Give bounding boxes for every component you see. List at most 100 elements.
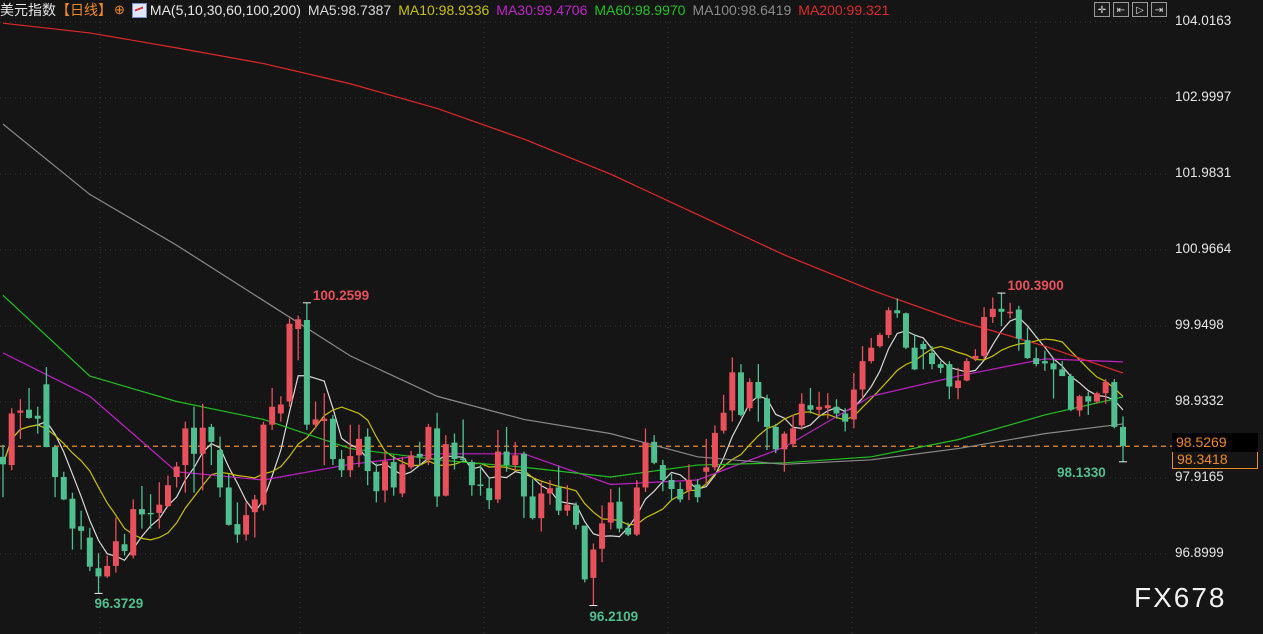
candle bbox=[868, 337, 875, 364]
candle-body bbox=[590, 549, 597, 578]
ma-spec[interactable]: MA(5,10,30,60,100,200) bbox=[149, 2, 301, 18]
candle bbox=[182, 421, 189, 493]
candle bbox=[104, 555, 111, 578]
candle bbox=[963, 358, 970, 382]
indicator-chart-icon[interactable] bbox=[131, 2, 147, 18]
candle-body bbox=[112, 541, 119, 566]
candle bbox=[86, 527, 93, 572]
candle bbox=[390, 455, 397, 496]
candle-body bbox=[729, 372, 736, 411]
candle-body bbox=[364, 436, 371, 472]
candle bbox=[208, 423, 215, 466]
candle bbox=[798, 393, 805, 430]
candle-body bbox=[920, 343, 927, 350]
candle bbox=[312, 401, 319, 429]
y-tick-label: 102.9997 bbox=[1175, 88, 1232, 104]
candle-body bbox=[989, 308, 996, 318]
candle bbox=[399, 456, 406, 498]
play-step-icon[interactable]: ▷ bbox=[1132, 2, 1148, 17]
candle-body bbox=[720, 412, 727, 431]
candle bbox=[26, 388, 33, 419]
candle-body bbox=[86, 537, 93, 567]
candle-body bbox=[69, 498, 76, 529]
candle-body bbox=[260, 424, 267, 505]
candle-body bbox=[182, 428, 189, 466]
candle-body bbox=[217, 450, 224, 488]
candle-body bbox=[243, 515, 250, 535]
candle-body bbox=[633, 487, 640, 535]
candle-body bbox=[668, 479, 675, 489]
candle-body bbox=[147, 512, 154, 515]
candle-body bbox=[0, 456, 6, 465]
jump-end-icon[interactable]: ⇥ bbox=[1151, 2, 1167, 17]
y-tick-label: 101.9831 bbox=[1175, 164, 1232, 180]
candle bbox=[34, 406, 41, 434]
period-selector[interactable]: 【日线】 bbox=[56, 2, 112, 18]
candle-body bbox=[251, 499, 258, 513]
candle-body bbox=[807, 405, 814, 410]
candle bbox=[928, 346, 935, 370]
candle bbox=[599, 505, 606, 563]
candle bbox=[425, 423, 432, 466]
candle bbox=[121, 533, 128, 556]
candle bbox=[17, 399, 24, 439]
candle bbox=[156, 482, 163, 529]
candle-body bbox=[746, 382, 753, 409]
crosshair-icon[interactable]: ✛ bbox=[1094, 2, 1110, 17]
candle bbox=[164, 475, 171, 507]
candle-body bbox=[295, 319, 302, 329]
y-tick-label: 98.9332 bbox=[1175, 393, 1224, 408]
candle bbox=[8, 408, 15, 471]
candle-body bbox=[546, 488, 553, 494]
candle bbox=[112, 517, 119, 573]
instrument-title: 美元指数 bbox=[0, 2, 56, 18]
y-tick-label: 104.0163 bbox=[1175, 12, 1232, 28]
candle bbox=[60, 471, 67, 501]
candle-body bbox=[1033, 358, 1040, 365]
candle bbox=[833, 399, 840, 419]
candle-body bbox=[8, 413, 15, 466]
candle-body bbox=[1076, 396, 1083, 411]
last-price-box: 98.3418 bbox=[1172, 450, 1258, 469]
candle-body bbox=[130, 509, 137, 556]
candle bbox=[642, 428, 649, 492]
candle-body bbox=[963, 361, 970, 381]
candle bbox=[382, 451, 389, 503]
candle bbox=[677, 482, 684, 503]
candle bbox=[78, 510, 85, 550]
candle bbox=[416, 441, 423, 466]
candle-body bbox=[1015, 309, 1022, 339]
candle-body bbox=[329, 418, 336, 460]
candle-body bbox=[312, 419, 319, 425]
candle-body bbox=[60, 476, 67, 500]
candle-body bbox=[911, 347, 918, 370]
candle-body bbox=[885, 310, 892, 335]
candle-body bbox=[1067, 376, 1074, 410]
candle bbox=[1102, 379, 1109, 404]
candle bbox=[720, 394, 727, 434]
candle bbox=[711, 425, 718, 471]
candle-body bbox=[460, 458, 467, 460]
candle-body bbox=[555, 487, 562, 511]
jump-start-icon[interactable]: ⇤ bbox=[1113, 2, 1129, 17]
candle-body bbox=[850, 389, 857, 420]
candle bbox=[573, 502, 580, 530]
candle-body bbox=[138, 509, 145, 515]
candle bbox=[0, 444, 6, 498]
candle-body bbox=[816, 406, 823, 410]
candle bbox=[529, 479, 536, 520]
candle bbox=[842, 408, 849, 432]
candle bbox=[1111, 379, 1118, 429]
candle bbox=[130, 499, 137, 559]
circle-plus-icon[interactable]: ⊕ bbox=[114, 2, 125, 17]
candle bbox=[807, 388, 814, 414]
candle bbox=[859, 346, 866, 400]
candle-body bbox=[95, 568, 102, 577]
candle bbox=[1120, 416, 1126, 462]
candle bbox=[1033, 347, 1040, 367]
ma-line-ma10 bbox=[2, 338, 1124, 541]
candle bbox=[234, 502, 241, 543]
candle-body bbox=[781, 433, 788, 450]
candle-body bbox=[651, 441, 658, 463]
